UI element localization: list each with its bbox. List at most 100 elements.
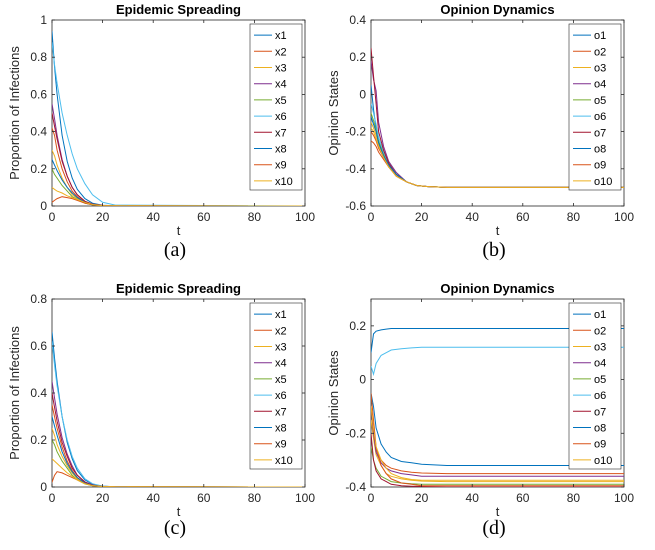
y-tick-label: 0.2 [30,433,47,447]
x-tick-label: 20 [96,491,110,505]
y-tick-label: 0 [40,199,47,213]
chart-title: Epidemic Spreading [116,2,241,17]
series-line-o6 [371,346,624,377]
chart-title: Opinion Dynamics [440,2,554,17]
x-tick-label: 0 [49,491,56,505]
series-line-o8 [371,392,624,466]
legend-label-x10: x10 [275,176,293,188]
x-tick-label: 80 [248,210,262,224]
legend-label-x3: x3 [275,342,287,354]
legend-label-o5: o5 [594,374,606,386]
y-axis-label: Proportion of Infections [7,46,22,180]
x-tick-label: 100 [614,210,634,224]
legend-label-x9: x9 [275,160,287,172]
legend-label-x2: x2 [275,46,287,58]
legend-label-o6: o6 [594,390,606,402]
y-axis-label: Opinion States [326,350,341,436]
x-tick-label: 0 [368,210,375,224]
series-line-o7 [371,433,624,487]
legend-label-x7: x7 [275,127,287,139]
x-tick-label: 100 [295,210,315,224]
x-tick-label: 0 [368,491,375,505]
x-tick-label: 80 [567,491,581,505]
legend-label-o4: o4 [594,358,606,370]
legend-label-x1: x1 [275,309,287,321]
y-tick-label: -0.4 [345,162,366,176]
y-tick-label: 0 [359,373,366,387]
legend-label-x6: x6 [275,390,287,402]
x-tick-label: 60 [197,210,211,224]
x-tick-label: 40 [466,491,480,505]
series-line-x10 [52,187,305,206]
caption-a: (a) [163,239,187,261]
x-axis-label: t [177,504,181,519]
legend-label-x4: x4 [275,79,287,91]
y-tick-label: 0.2 [349,50,366,64]
series-line-o1 [371,328,624,353]
series-line-o4 [371,406,624,477]
x-tick-label: 20 [415,491,429,505]
legend-label-o2: o2 [594,325,606,337]
legend-label-o2: o2 [594,46,606,58]
y-tick-label: 0.4 [30,386,47,400]
legend-label-x9: x9 [275,439,287,451]
y-tick-label: 0 [40,480,47,494]
chart-c: 0 20 40 60 80 100 0 0.2 0.4 0.6 0.8 Epidemic Spread… [7,281,315,519]
legend-label-o8: o8 [594,423,606,435]
x-tick-label: 60 [516,491,530,505]
x-tick-label: 80 [567,210,581,224]
y-axis-label: Proportion of Infections [7,326,22,460]
y-tick-label: 0.2 [349,319,366,333]
y-axis-label: Opinion States [326,70,341,156]
legend-label-x5: x5 [275,95,287,107]
y-tick-label: 0.6 [30,339,47,353]
x-axis-label: t [496,223,500,238]
series-line-o5 [371,446,624,485]
y-tick-label: 0.8 [30,292,47,306]
legend-label-o8: o8 [594,144,606,156]
caption-d: (d) [482,517,506,539]
y-tick-label: -0.2 [345,125,366,139]
series-line-x10 [52,458,305,487]
y-tick-label: 0.6 [30,87,47,101]
legend-label-x8: x8 [275,144,287,156]
legend-label-x5: x5 [275,374,287,386]
chart-a: 0 20 40 60 80 100 0 0.2 0.4 0.6 0.8 1 Epidemic Sprea… [7,2,315,238]
legend-label-x10: x10 [275,455,293,467]
x-axis-label: t [177,223,181,238]
series-line-x6 [52,42,305,206]
y-tick-label: -0.6 [345,199,366,213]
legend-label-o1: o1 [594,30,606,42]
legend-label-o10: o10 [594,455,612,467]
legend-label-o3: o3 [594,342,606,354]
y-tick-label: 1 [40,13,47,27]
x-tick-label: 60 [197,491,211,505]
x-tick-label: 40 [147,210,161,224]
legend-label-x8: x8 [275,423,287,435]
legend-label-o5: o5 [594,95,606,107]
x-tick-label: 100 [614,491,634,505]
x-tick-label: 100 [295,491,315,505]
legend-label-o6: o6 [594,111,606,123]
series-line-o10 [371,127,624,188]
legend-label-o9: o9 [594,160,606,172]
y-tick-label: -0.2 [345,426,366,440]
x-tick-label: 60 [516,210,530,224]
chart-title: Opinion Dynamics [440,281,554,296]
x-tick-label: 20 [415,210,429,224]
y-tick-label: 0.4 [349,13,366,27]
chart-b: 0 20 40 60 80 100 -0.6 -0.4 -0.2 0 0.2 0.4 Opinion D… [326,2,634,238]
series-line-o10 [371,406,624,481]
x-tick-label: 0 [49,210,56,224]
legend-label-x3: x3 [275,63,287,75]
caption-b: (b) [482,239,506,261]
y-tick-label: 0 [359,87,366,101]
legend-label-x2: x2 [275,325,287,337]
legend-label-o3: o3 [594,63,606,75]
y-tick-label: 0.4 [30,125,47,139]
x-axis-label: t [496,504,500,519]
x-tick-label: 40 [466,210,480,224]
legend-label-x7: x7 [275,406,287,418]
y-tick-label: 0.2 [30,162,47,176]
